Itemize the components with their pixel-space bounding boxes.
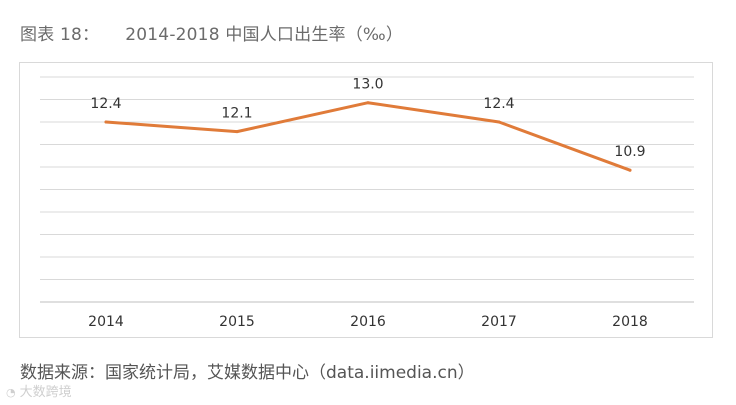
- data-point: [366, 101, 370, 105]
- x-tick-label: 2017: [481, 314, 517, 330]
- series-line: [104, 101, 632, 172]
- watermark-text: 大数跨境: [19, 385, 72, 400]
- figure-label: 图表 18：: [20, 25, 100, 45]
- data-label: 13.0: [352, 77, 383, 93]
- k-logo-icon: ◔: [6, 386, 16, 399]
- x-tick-label: 2015: [219, 314, 255, 330]
- data-label: 12.1: [221, 106, 252, 122]
- data-point: [235, 130, 239, 134]
- data-label: 12.4: [90, 96, 121, 112]
- x-tick-label: 2014: [88, 314, 124, 330]
- data-label: 10.9: [614, 144, 645, 160]
- figure-title: 2014-2018 中国人口出生率（‰）: [125, 25, 404, 45]
- x-tick-label: 2016: [350, 314, 386, 330]
- chart-frame: [19, 62, 713, 338]
- figure-title-row: 图表 18： 2014-2018 中国人口出生率（‰）: [20, 20, 403, 45]
- watermark: ◔ 大数跨境: [6, 381, 72, 400]
- data-point: [628, 168, 632, 172]
- data-point: [104, 120, 108, 124]
- data-point: [497, 120, 501, 124]
- x-tick-label: 2018: [612, 314, 648, 330]
- data-label: 12.4: [483, 96, 514, 112]
- source-note: 数据来源：国家统计局，艾媒数据中心（data.iimedia.cn）: [20, 363, 475, 383]
